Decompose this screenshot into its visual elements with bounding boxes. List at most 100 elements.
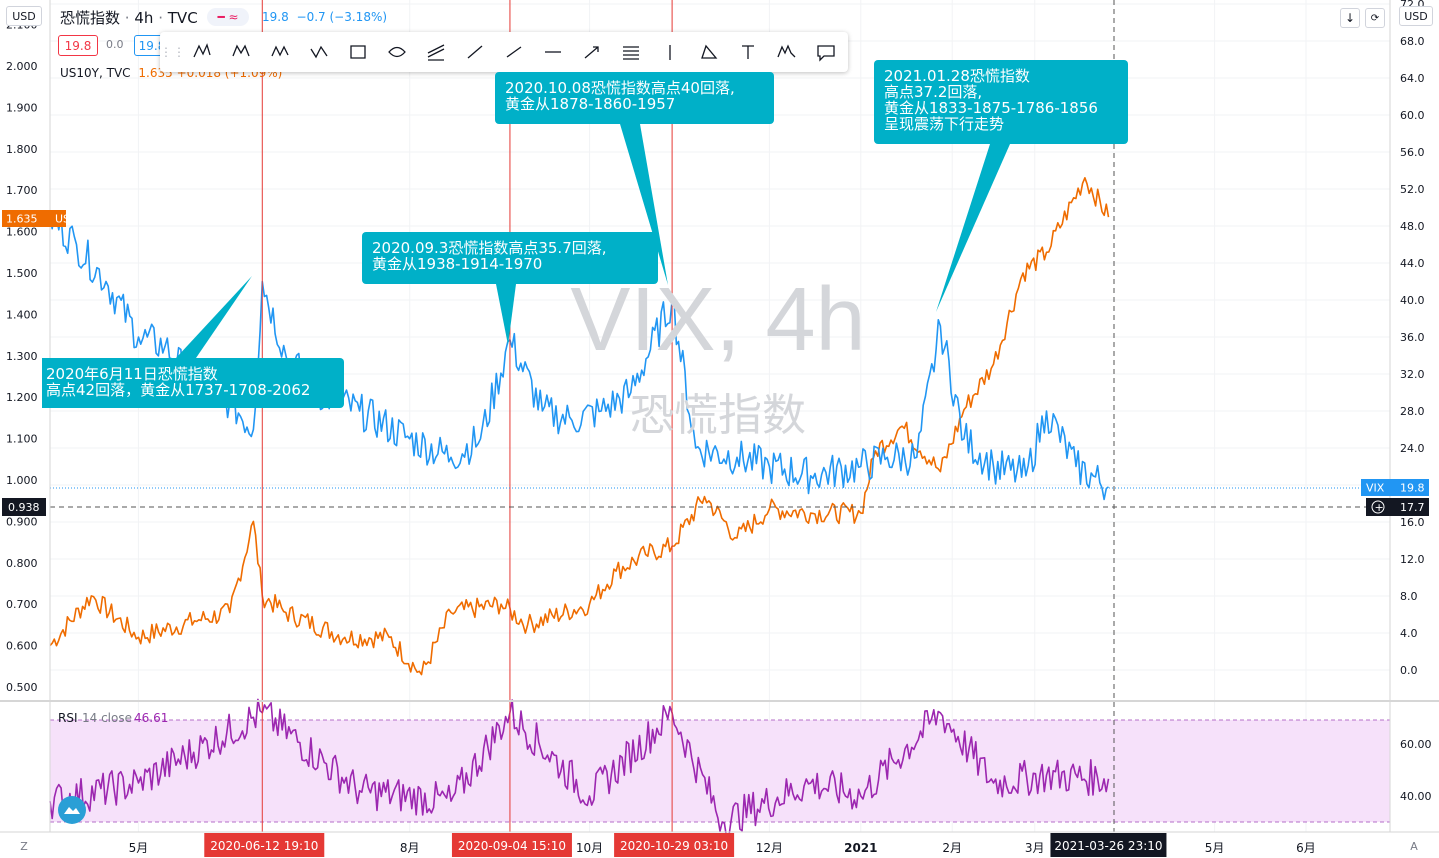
scroll-down-button[interactable]: ↓ [1340, 8, 1360, 28]
annotation-pointer [936, 144, 1010, 312]
svg-text:VIX: VIX [1366, 482, 1385, 495]
right-axis-tick: 72.0 [1400, 0, 1425, 11]
x-axis-tick: 5月 [1205, 841, 1225, 855]
right-axis-tick: 28.0 [1400, 405, 1425, 418]
cloud-icon [64, 807, 80, 814]
annotation-october[interactable]: 2020.10.08恐慌指数高点40回落, 黄金从1878-1860-1957 [495, 72, 774, 124]
horizontal-line-icon [544, 51, 561, 53]
sell-price-pill[interactable]: 19.8 [58, 35, 98, 56]
elliott-wave-icon [776, 44, 795, 58]
left-axis-tick: 1.200 [6, 391, 38, 404]
angle-icon [700, 44, 717, 59]
auto-label: A [1410, 839, 1418, 853]
left-axis-tick: 0.500 [6, 681, 38, 694]
horizontal-line-tool-button[interactable] [533, 32, 572, 72]
left-axis-tick: 1.900 [6, 101, 38, 114]
x-axis-tick: 10月 [576, 841, 603, 855]
us10y-line[interactable] [49, 177, 1110, 676]
parallel-channel-icon [622, 46, 639, 60]
head-shoulders-tool-button[interactable] [260, 32, 299, 72]
event-time-label: 2020-09-04 15:10 [458, 839, 566, 853]
abcd-pattern-icon [309, 45, 328, 59]
symbol-title[interactable]: 恐慌指数 · 4h · TVC [60, 7, 198, 28]
annotation-june[interactable]: 2020年6月11日恐慌指数 高点42回落，黄金从1737-1708-2062 [42, 358, 344, 408]
xabcd-pattern-tool-button[interactable] [182, 32, 221, 72]
spread-text: 0.0 [106, 38, 124, 51]
right-axis-tick: 4.0 [1400, 627, 1418, 640]
text-tool-button[interactable] [728, 32, 767, 72]
change-value: −0.7 (−3.18%) [296, 10, 388, 24]
svg-text:19.8: 19.8 [1400, 482, 1425, 495]
right-axis-tick: 36.0 [1400, 331, 1425, 344]
right-axis-tick: 24.0 [1400, 442, 1425, 455]
svg-text:1.635: 1.635 [6, 213, 38, 226]
crosshair-right-label[interactable]: + 17.7 [1366, 498, 1429, 516]
zoom-button[interactable]: Z [16, 838, 32, 854]
right-axis-tick: 56.0 [1400, 146, 1425, 159]
drag-handle-icon[interactable]: ⋮⋮ [160, 45, 186, 59]
cypher-pattern-tool-button[interactable] [221, 32, 260, 72]
left-axis-tick: 1.800 [6, 143, 38, 156]
us10y-legend-name: US10Y, TVC [60, 66, 131, 80]
us10y-price-label: 1.635 US10Y [2, 210, 91, 227]
annotation-january[interactable]: 2021.01.28恐慌指数 高点37.2回落, 黄金从1833-1875-17… [874, 60, 1128, 144]
toolbar-buttons [182, 32, 845, 72]
right-currency-badge[interactable]: USD [1399, 6, 1433, 26]
vix-line[interactable] [49, 212, 1109, 501]
spread-value: 0.0 [106, 38, 124, 51]
symbol-toggle[interactable]: ━ ≈ [207, 8, 249, 26]
rsi-legend-value: 46.61 [134, 711, 168, 725]
right-currency-text: USD [1404, 9, 1428, 23]
crosshair-time-label: 2021-03-26 23:10 [1054, 839, 1162, 853]
arrow-down-icon: ↓ [1344, 11, 1356, 25]
rsi-axis-tick: 40.00 [1400, 790, 1432, 803]
rectangle-tool-button[interactable] [338, 32, 377, 72]
vertical-line-tool-button[interactable] [650, 32, 689, 72]
right-axis-tick: 16.0 [1400, 516, 1425, 529]
right-axis-tick: 12.0 [1400, 553, 1425, 566]
symbol-name: 恐慌指数 [60, 9, 121, 27]
header-last-value: 19.8 −0.7 (−3.18%) [262, 10, 387, 24]
svg-text:+: + [1375, 501, 1384, 514]
right-axis-tick: 60.0 [1400, 109, 1425, 122]
svg-text:0.938: 0.938 [8, 501, 40, 514]
svg-text:17.7: 17.7 [1400, 501, 1425, 514]
rsi-pane-logo[interactable] [58, 796, 86, 824]
refresh-icon: ⟳ [1370, 12, 1380, 24]
event-time-label: 2020-10-29 03:10 [620, 839, 728, 853]
callout-tool-button[interactable] [806, 32, 845, 72]
rsi-line[interactable] [49, 698, 1110, 839]
auto-scale-button[interactable]: A [1406, 838, 1422, 854]
trend-line-icon [467, 45, 482, 59]
cypher-pattern-icon [231, 44, 250, 57]
right-axis-tick: 64.0 [1400, 72, 1425, 85]
left-axis-tick: 0.800 [6, 557, 38, 570]
left-axis-tick: 1.700 [6, 184, 38, 197]
annotation-september[interactable]: 2020.09.3恐慌指数高点35.7回落, 黄金从1938-1914-1970 [362, 232, 658, 284]
exchange: TVC [167, 9, 198, 27]
left-axis-tick: 1.000 [6, 474, 38, 487]
zoom-label: Z [20, 839, 28, 853]
elliott-wave-tool-button[interactable] [767, 32, 806, 72]
parallel-channel-tool-button[interactable] [611, 32, 650, 72]
fullscreen-button[interactable]: ⟳ [1365, 8, 1385, 28]
ellipse-tool-button[interactable] [377, 32, 416, 72]
svg-text:US10Y: US10Y [55, 213, 91, 226]
event-time-label: 2020-06-12 19:10 [210, 839, 318, 853]
trend-line-tool-button[interactable] [455, 32, 494, 72]
arrow-tool-button[interactable] [572, 32, 611, 72]
right-axis-tick: 40.0 [1400, 294, 1425, 307]
crosshair-left-label: 0.938 [2, 498, 46, 516]
ray-tool-button[interactable] [494, 32, 533, 72]
abcd-pattern-tool-button[interactable] [299, 32, 338, 72]
fib-channel-tool-button[interactable] [416, 32, 455, 72]
left-axis-tick: 0.600 [6, 640, 38, 653]
right-axis-tick: 32.0 [1400, 368, 1425, 381]
right-axis-tick: 48.0 [1400, 220, 1425, 233]
left-axis-tick: 1.600 [6, 226, 38, 239]
currency-badge[interactable]: USD [6, 6, 42, 26]
right-axis-tick: 0.0 [1400, 664, 1418, 677]
left-axis-tick: 1.400 [6, 308, 38, 321]
angle-tool-button[interactable] [689, 32, 728, 72]
